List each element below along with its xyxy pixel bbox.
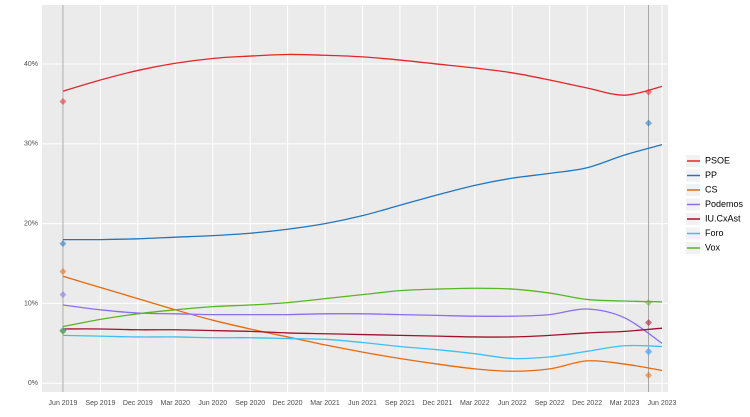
y-tick-label: 0%: [28, 380, 38, 387]
x-tick-label: Sep 2021: [385, 400, 415, 407]
x-tick-label: Jun 2022: [498, 400, 527, 407]
trend-line: [62, 304, 663, 344]
x-tick-label: Dec 2019: [123, 400, 153, 407]
result-marker: [645, 348, 653, 356]
result-marker: [59, 291, 67, 299]
x-tick-label: Mar 2021: [310, 400, 340, 407]
x-tick-label: Dec 2021: [422, 400, 452, 407]
x-tick-label: Sep 2019: [85, 400, 115, 407]
x-tick-label: Dec 2020: [273, 400, 303, 407]
trend-line: [62, 287, 663, 328]
result-marker: [59, 98, 67, 106]
y-tick-label: 10%: [24, 300, 38, 307]
x-tick-label: Jun 2020: [198, 400, 227, 407]
x-tick-label: Sep 2022: [535, 400, 565, 407]
trend-line: [62, 275, 663, 372]
y-tick-label: 40%: [24, 61, 38, 68]
legend-label: CS: [705, 184, 718, 194]
legend-label: Podemos: [705, 199, 744, 209]
x-tick-label: Jun 2021: [348, 400, 377, 407]
result-marker: [645, 119, 653, 127]
y-tick-label: 30%: [24, 141, 38, 148]
result-marker: [645, 319, 653, 327]
x-tick-label: Dec 2022: [572, 400, 602, 407]
result-marker: [59, 240, 67, 248]
trend-line: [62, 327, 663, 338]
legend-label: Foro: [705, 228, 724, 238]
legend-label: PSOE: [705, 155, 730, 165]
legend-label: IU.CxAst: [705, 213, 741, 223]
y-tick-label: 20%: [24, 220, 38, 227]
legend-label: PP: [705, 170, 717, 180]
x-tick-label: Jun 2023: [648, 400, 677, 407]
trend-line: [62, 144, 663, 241]
x-tick-label: Mar 2020: [160, 400, 190, 407]
result-marker: [59, 268, 67, 276]
legend-label: Vox: [705, 242, 721, 252]
result-marker: [645, 88, 653, 96]
x-tick-label: Mar 2022: [460, 400, 490, 407]
trend-line: [62, 53, 663, 96]
plot-panel: [42, 5, 668, 392]
x-tick-label: Mar 2023: [610, 400, 640, 407]
trend-line: [62, 334, 663, 360]
result-marker: [645, 299, 653, 307]
result-marker: [645, 371, 653, 379]
x-tick-label: Sep 2020: [235, 400, 265, 407]
result-marker: [59, 327, 67, 335]
x-tick-label: Jun 2019: [49, 400, 78, 407]
